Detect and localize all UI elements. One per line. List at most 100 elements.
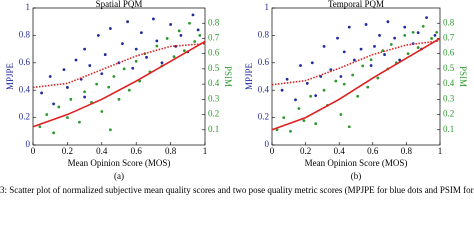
- data-point: [347, 25, 351, 29]
- x-tick-label: 0.8: [165, 146, 177, 156]
- y-tick-label: 0.6: [19, 57, 31, 67]
- panel-title: Temporal PQM: [328, 0, 384, 9]
- data-point: [364, 23, 368, 26]
- x-tick-label: 0.2: [62, 146, 73, 156]
- y2-tick-label: 0.6: [208, 48, 220, 58]
- data-point: [389, 43, 393, 46]
- data-point: [294, 98, 297, 102]
- data-point: [100, 110, 104, 113]
- y2-tick-label: 0.3: [443, 93, 455, 103]
- data-point: [289, 129, 292, 133]
- data-point: [188, 21, 191, 25]
- data-point: [122, 67, 126, 71]
- data-point: [339, 75, 343, 78]
- data-point: [383, 53, 386, 56]
- data-point: [309, 94, 313, 98]
- data-point: [302, 119, 306, 123]
- y-tick-label: 0.6: [258, 57, 270, 67]
- data-point: [369, 58, 373, 62]
- data-point: [403, 25, 407, 29]
- data-point: [177, 29, 181, 33]
- y2-tick-label: 0.4: [208, 78, 220, 88]
- data-point: [117, 97, 121, 101]
- data-point: [48, 75, 52, 78]
- data-point: [356, 94, 360, 98]
- panel-label: (b): [351, 171, 362, 181]
- data-point: [297, 107, 301, 110]
- data-point: [196, 28, 200, 32]
- y2-tick-label: 0.4: [443, 78, 455, 88]
- data-point: [339, 113, 343, 116]
- data-point: [66, 116, 69, 119]
- y-tick-label: 1: [265, 2, 270, 12]
- x-tick-label: 0.4: [334, 146, 346, 156]
- data-point: [74, 58, 78, 62]
- data-point: [411, 30, 415, 34]
- data-point: [398, 58, 402, 62]
- data-point: [403, 34, 407, 37]
- y2-tick-label: 0.3: [208, 93, 220, 103]
- y2-tick-label: 0.2: [208, 109, 219, 119]
- plot-frame: [271, 7, 441, 146]
- data-point: [282, 116, 286, 119]
- y2-tick-label: 0.6: [443, 48, 455, 58]
- plot-frame: [32, 7, 206, 146]
- y2-axis-label: PSIM: [223, 66, 233, 87]
- y2-axis-label: PSIM: [458, 66, 468, 87]
- data-point: [393, 36, 397, 40]
- data-point: [416, 31, 420, 35]
- y-axis-label: MPJPE: [244, 62, 254, 90]
- x-tick-label: 0.6: [367, 146, 379, 156]
- fit-curve: [271, 40, 441, 86]
- x-tick-label: 1: [203, 146, 208, 156]
- data-point: [62, 68, 66, 72]
- data-point: [109, 27, 112, 30]
- data-point: [433, 34, 437, 37]
- data-point: [425, 16, 428, 19]
- x-tick-label: 0.6: [131, 146, 143, 156]
- data-point: [145, 55, 148, 59]
- data-point: [121, 42, 124, 46]
- data-point: [361, 64, 365, 68]
- data-point: [373, 44, 376, 48]
- y-tick-label: 0.8: [258, 29, 270, 39]
- data-point: [191, 13, 195, 17]
- data-point: [416, 46, 420, 49]
- data-point: [155, 44, 159, 48]
- y2-tick-label: 0.7: [208, 33, 220, 43]
- data-point: [172, 55, 176, 59]
- x-axis-label: Mean Opinion Score (MOS): [68, 158, 171, 168]
- data-point: [369, 64, 373, 67]
- data-point: [83, 95, 86, 99]
- y2-tick-label: 0.1: [208, 124, 219, 134]
- data-point: [322, 44, 326, 48]
- data-point: [131, 66, 135, 70]
- data-point: [406, 52, 410, 56]
- data-point: [107, 85, 111, 89]
- data-point: [193, 40, 197, 43]
- data-point: [66, 86, 69, 89]
- data-point: [83, 47, 86, 51]
- y2-tick-label: 0.5: [208, 63, 220, 73]
- fit-curve: [32, 42, 206, 89]
- data-point: [386, 20, 390, 24]
- y-tick-label: 0: [26, 139, 31, 149]
- data-point: [435, 30, 439, 34]
- y-tick-label: 0.8: [19, 29, 31, 39]
- data-point: [334, 79, 338, 83]
- data-point: [169, 23, 173, 26]
- y2-tick-label: 0.1: [443, 124, 454, 134]
- data-point: [351, 73, 355, 77]
- data-point: [336, 36, 339, 40]
- data-point: [275, 128, 279, 132]
- data-point: [314, 122, 318, 126]
- data-point: [342, 50, 346, 54]
- data-point: [52, 131, 56, 135]
- x-axis-label: Mean Opinion Score (MOS): [305, 158, 408, 168]
- data-point: [182, 49, 186, 53]
- data-point: [40, 91, 43, 95]
- data-point: [96, 34, 100, 37]
- panel-label: (a): [114, 171, 124, 181]
- data-point: [134, 47, 138, 51]
- data-point: [198, 34, 202, 37]
